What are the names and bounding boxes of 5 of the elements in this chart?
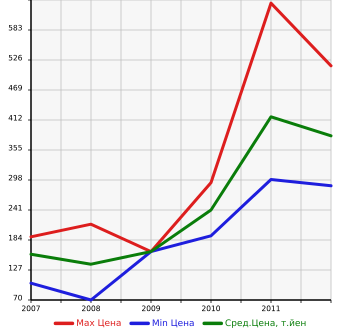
line-series <box>30 2 333 254</box>
line-series <box>30 115 333 266</box>
legend-label: Сред.Цена, т.йен <box>225 319 306 328</box>
legend-label: Min Цена <box>152 319 194 328</box>
legend-label: Max Цена <box>77 319 121 328</box>
